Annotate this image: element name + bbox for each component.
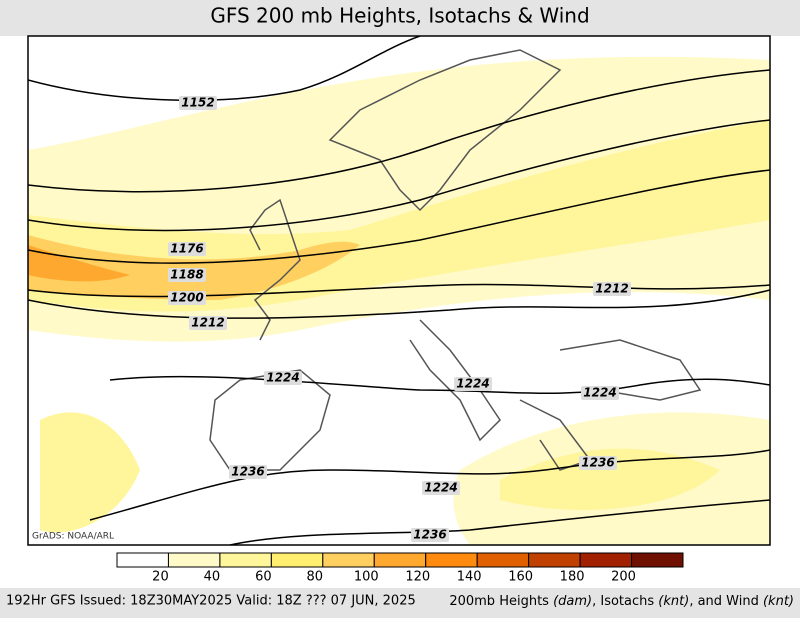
contour-label: 1224 — [266, 371, 299, 385]
footer-left: 192Hr GFS Issued: 18Z30MAY2025 Valid: 18… — [6, 594, 416, 609]
contour-label-bg — [593, 282, 631, 296]
colorbar-swatch — [579, 552, 633, 568]
contour-label: 1188 — [170, 268, 203, 282]
contour-label: 1224 — [424, 481, 457, 495]
colorbar-swatch — [425, 552, 478, 568]
footer-bar — [0, 588, 800, 618]
contour-label: 1176 — [170, 242, 203, 256]
colorbar-tick-label: 180 — [560, 570, 585, 585]
footer-right: 200mb Heights (dam), Isotachs (knt), and… — [449, 594, 794, 609]
colorbar-tick-label: 200 — [611, 570, 636, 585]
contour-label-bg — [168, 242, 206, 256]
contour-label-bg — [168, 291, 206, 305]
colorbar-swatch — [373, 552, 427, 568]
contour-label: 1224 — [583, 386, 616, 400]
colorbar-tick-label: 140 — [457, 570, 482, 585]
contour-label-bg — [189, 316, 227, 330]
colorbar-tick-label: 60 — [255, 570, 272, 585]
credit: GrADS: NOAA/ARL — [32, 532, 114, 542]
footer-right-part: , and Wind — [689, 594, 763, 609]
contour-label-bg — [454, 377, 492, 391]
colorbar-tick-label: 100 — [354, 570, 379, 585]
footer-right-part: (knt) — [763, 594, 794, 609]
colorbar-tick-label: 40 — [204, 570, 221, 585]
contour-label: 1236 — [413, 528, 446, 542]
contour-label: 1152 — [181, 96, 214, 110]
colorbar-swatch — [219, 552, 272, 568]
contour-label-bg — [422, 481, 460, 495]
coastlines — [209, 49, 702, 471]
map-area: GrADS: NOAA/ARL 1152 1176 1188 1200 1212 1212… — [27, 35, 771, 546]
footer-right-part: 200mb Heights — [449, 594, 553, 609]
height-contours — [28, 36, 770, 545]
colorbar-swatch — [167, 552, 221, 568]
colorbar: 20 40 60 80 100 120 140 160 180 200 — [116, 552, 684, 585]
isotach-band — [500, 448, 720, 510]
colorbar-swatch — [116, 552, 169, 568]
colorbar-swatch — [476, 552, 530, 568]
contour-label: 1224 — [456, 377, 489, 391]
colorbar-tick-label: 120 — [405, 570, 430, 585]
colorbar-swatch — [270, 552, 324, 568]
contour-label: 1212 — [595, 282, 628, 296]
isotach-band — [28, 235, 360, 300]
colorbar-swatch — [528, 552, 581, 568]
colorbar-tick-label: 80 — [307, 570, 324, 585]
title: GFS 200 mb Heights, Isotachs & Wind — [210, 4, 589, 28]
contour-label-bg — [264, 371, 302, 385]
contour-label-bg — [581, 386, 619, 400]
colorbar-swatch — [631, 552, 684, 568]
map-frame — [27, 35, 771, 546]
contour-label: 1200 — [170, 291, 203, 305]
colorbar-tick-label: 20 — [152, 570, 169, 585]
contour-label-bg — [168, 268, 206, 282]
contour-label-bg — [179, 96, 217, 110]
isotach-band — [40, 412, 140, 533]
footer-right-part: , Isotachs — [592, 594, 658, 609]
title-bar — [0, 0, 800, 36]
colorbar-tick-label: 160 — [508, 570, 533, 585]
contour-label: 1212 — [191, 316, 224, 330]
footer-right-part: (dam) — [553, 594, 592, 609]
footer-right-part: (knt) — [658, 594, 689, 609]
contour-label-bg — [579, 456, 617, 470]
contour-label: 1236 — [231, 465, 264, 479]
contour-label-bg — [411, 528, 449, 542]
colorbar-swatch — [322, 552, 375, 568]
contour-label: 1236 — [581, 456, 614, 470]
contour-label-bg — [229, 465, 267, 479]
